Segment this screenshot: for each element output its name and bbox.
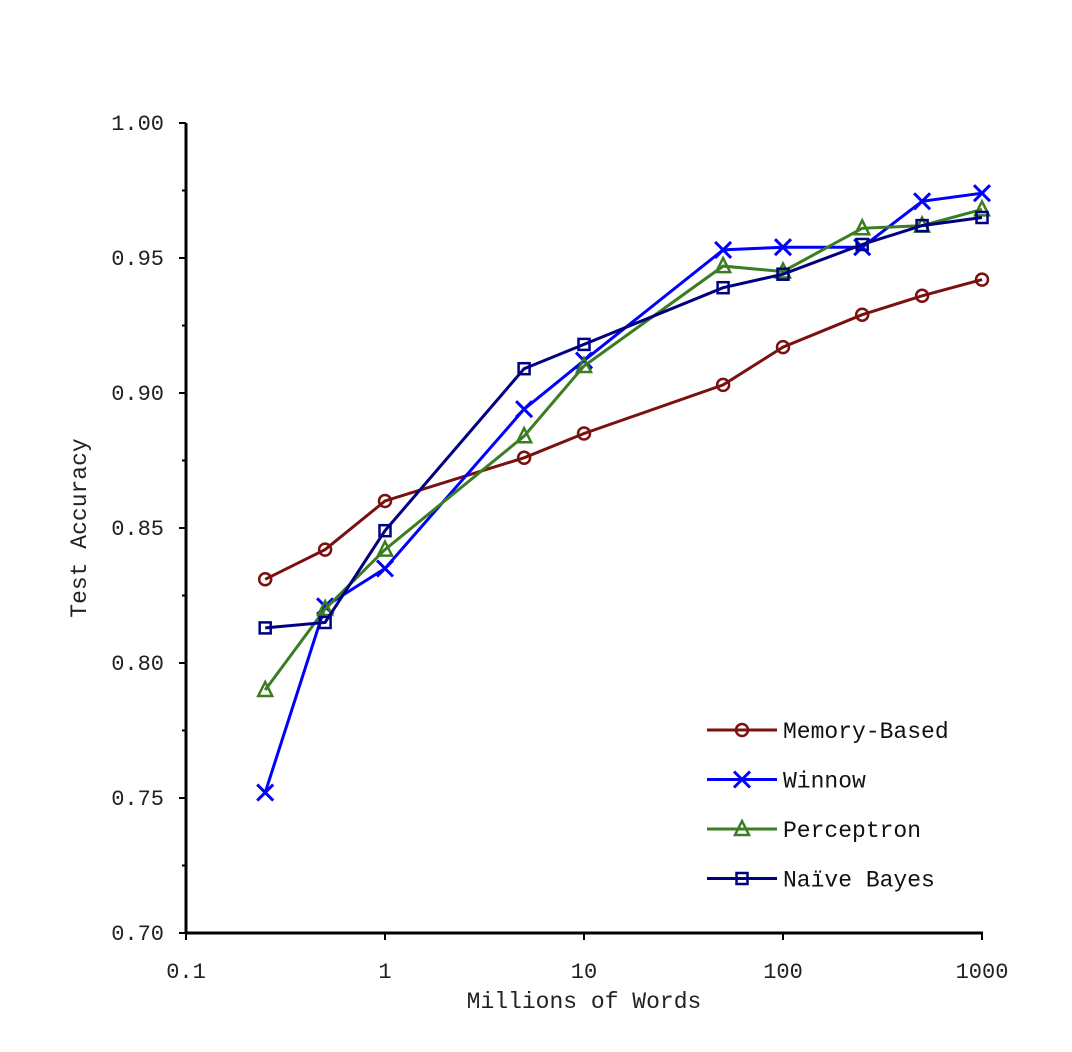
- data-point-na-ve-bayes: [258, 621, 272, 635]
- data-point-memory-based: [775, 339, 791, 355]
- y-tick-label: 0.70: [111, 922, 164, 947]
- data-point-memory-based: [317, 542, 333, 557]
- y-axis-label: Test Accuracy: [67, 438, 93, 618]
- y-tick-label: 1.00: [111, 112, 164, 137]
- data-point-winnow: [972, 184, 992, 203]
- data-point-perceptron: [515, 425, 534, 444]
- data-point-memory-based: [715, 377, 731, 393]
- data-point-perceptron: [256, 679, 275, 698]
- legend-marker-square-icon: [735, 871, 749, 886]
- legend-item: Memory-Based: [707, 719, 949, 745]
- x-tick-label: 1: [378, 960, 391, 985]
- data-point-perceptron: [773, 260, 793, 279]
- series-winnow: [256, 184, 992, 802]
- legend-label: Naïve Bayes: [783, 868, 935, 894]
- data-point-na-ve-bayes: [318, 615, 332, 630]
- legend: Memory-Based Winnow Perceptron Naïve Bayes: [707, 719, 949, 894]
- x-tick-label: 1000: [956, 960, 1009, 985]
- series-line-memory-based: [264, 278, 983, 581]
- y-tick-label: 0.75: [111, 787, 164, 812]
- x-tick-label: 0.1: [166, 960, 206, 985]
- data-point-na-ve-bayes: [855, 237, 869, 252]
- data-point-winnow: [256, 783, 275, 802]
- data-point-memory-based: [257, 572, 273, 587]
- y-tick-label: 0.85: [111, 517, 164, 542]
- x-axis-label: Millions of Words: [467, 989, 702, 1015]
- data-point-winnow: [913, 192, 932, 211]
- data-point-perceptron: [316, 598, 335, 617]
- data-point-na-ve-bayes: [915, 218, 929, 233]
- data-point-perceptron: [972, 198, 992, 217]
- legend-label: Perceptron: [783, 818, 921, 844]
- series-memory-based: [257, 272, 990, 587]
- data-point-na-ve-bayes: [975, 210, 989, 225]
- data-point-winnow: [515, 400, 534, 419]
- data-point-winnow: [375, 559, 395, 578]
- series-line-na-ve-bayes: [265, 216, 983, 630]
- data-point-perceptron: [375, 538, 395, 557]
- data-point-na-ve-bayes: [517, 361, 531, 376]
- data-point-memory-based: [914, 288, 930, 304]
- data-point-na-ve-bayes: [577, 337, 591, 352]
- data-point-na-ve-bayes: [378, 523, 392, 538]
- legend-label: Memory-Based: [783, 719, 949, 745]
- series-line-winnow: [263, 191, 983, 794]
- series-line-perceptron: [263, 207, 983, 691]
- data-point-memory-based: [854, 307, 870, 322]
- y-tick-label: 0.95: [111, 247, 164, 272]
- x-tick-label: 10: [571, 960, 597, 985]
- legend-item: Winnow: [707, 769, 866, 795]
- axes: 0.70 0.75 0.80 0.85 0.90 0.95 1.00 0.1 1 10 100 100…: [111, 112, 1008, 985]
- y-tick-label: 0.80: [111, 652, 164, 677]
- series-perceptron: [256, 198, 992, 698]
- data-point-winnow: [714, 240, 733, 259]
- legend-marker-triangle-icon: [732, 818, 752, 837]
- data-point-memory-based: [377, 493, 393, 509]
- y-tick-label: 0.90: [111, 382, 164, 407]
- data-point-winnow: [773, 238, 793, 257]
- legend-marker-circle-icon: [734, 722, 750, 738]
- data-point-perceptron: [714, 255, 733, 274]
- data-point-memory-based: [516, 450, 532, 466]
- data-point-memory-based: [576, 426, 592, 441]
- data-point-perceptron: [853, 217, 872, 236]
- data-point-perceptron: [574, 355, 594, 374]
- data-point-na-ve-bayes: [776, 267, 790, 281]
- x-tick-label: 100: [763, 960, 803, 985]
- legend-marker-x-icon: [732, 770, 752, 789]
- series-na-ve-bayes: [258, 210, 989, 635]
- data-point-na-ve-bayes: [716, 280, 730, 295]
- legend-item: Perceptron: [707, 818, 921, 844]
- legend-item: Naïve Bayes: [707, 868, 935, 894]
- legend-label: Winnow: [783, 769, 866, 795]
- data-point-memory-based: [974, 272, 990, 287]
- series-group: [256, 184, 992, 802]
